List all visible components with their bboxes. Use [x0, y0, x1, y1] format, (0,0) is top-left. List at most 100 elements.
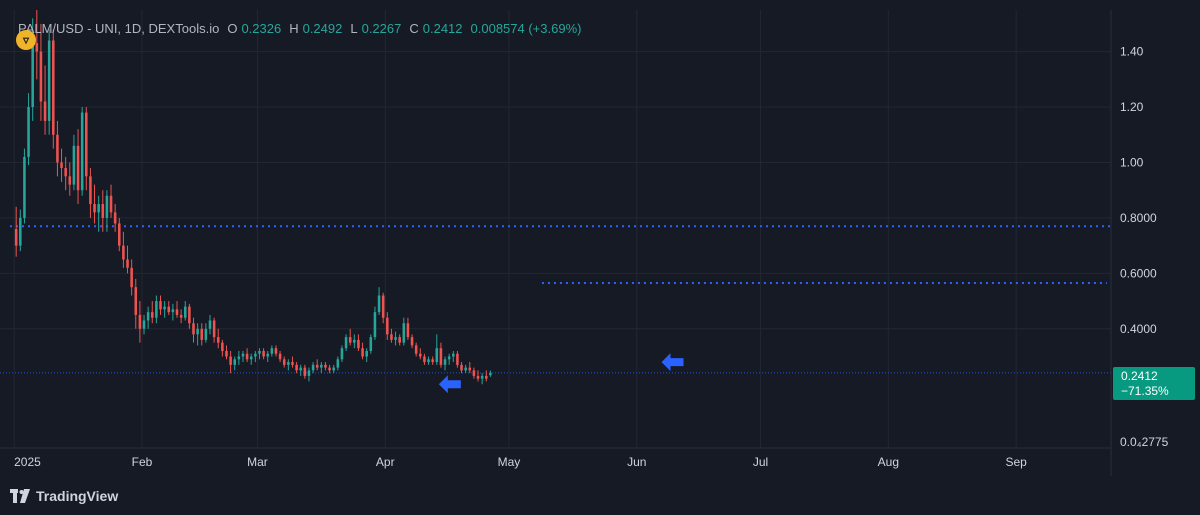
close-label: C: [409, 20, 419, 36]
candle-body: [419, 353, 422, 357]
candle-body: [315, 364, 319, 368]
candle-body: [324, 364, 327, 368]
candle-body: [303, 367, 307, 376]
candle-body: [233, 359, 237, 365]
candle-body: [68, 176, 72, 185]
candle-body: [196, 328, 199, 335]
candle-body: [130, 267, 133, 288]
candle-body: [270, 348, 274, 354]
candle-body: [468, 367, 472, 371]
candle-body: [460, 364, 463, 371]
candle-body: [344, 337, 348, 349]
candle-body: [439, 348, 443, 365]
candle-body: [134, 287, 138, 315]
candle-body: [390, 334, 393, 340]
tradingview-brand[interactable]: TradingView: [10, 486, 118, 506]
candle-body: [274, 348, 278, 354]
candle-body: [464, 367, 467, 371]
candle-body: [216, 337, 220, 343]
candle-body: [266, 353, 270, 357]
candle-body: [414, 345, 418, 354]
tradingview-logo-icon: [10, 489, 30, 503]
price-axis-label: 1.20: [1120, 100, 1144, 114]
time-axis-label: Feb: [132, 455, 153, 469]
candle-body: [39, 51, 43, 102]
last-price-change: −71.35%: [1121, 383, 1169, 398]
candle-body: [56, 134, 59, 163]
candle-body: [208, 320, 212, 329]
last-price-badge: 0.2412 −71.35%: [1113, 367, 1195, 400]
candle-body: [85, 112, 88, 177]
change-value: 0.008574 (+3.69%): [470, 20, 582, 36]
candle-body: [476, 375, 480, 379]
time-axis-label: 2025: [14, 455, 41, 469]
candlestick-series[interactable]: [14, 10, 492, 385]
candle-body: [394, 337, 397, 340]
time-axis-label: Mar: [247, 455, 268, 469]
candle-body: [287, 362, 290, 365]
price-axis-label: 1.00: [1120, 155, 1144, 169]
candle-body: [204, 328, 208, 340]
candle-body: [402, 323, 406, 343]
candle-body: [377, 295, 381, 313]
candle-body: [221, 342, 224, 351]
candle-body: [188, 306, 191, 324]
candle-body: [336, 359, 340, 368]
candle-body: [373, 312, 377, 338]
candle-body: [361, 348, 364, 357]
candle-body: [80, 112, 84, 191]
palm-token-icon[interactable]: ▿: [16, 30, 36, 50]
low-label: L: [350, 20, 358, 36]
price-axis-label: 0.8000: [1120, 211, 1157, 225]
candle-body: [43, 101, 47, 121]
candle-body: [431, 359, 434, 363]
footer-bar: [0, 476, 1200, 515]
horizontal-levels[interactable]: [10, 225, 1111, 285]
candle-body: [262, 350, 265, 357]
candle-body: [456, 353, 459, 365]
candle-body: [282, 359, 286, 365]
candle-body: [311, 364, 315, 371]
candle-body: [93, 204, 96, 213]
candle-body: [60, 162, 63, 169]
symbol-title[interactable]: PALM/USD - UNI, 1D, DEXTools.io: [18, 20, 220, 36]
time-axis-label: Jun: [627, 455, 646, 469]
candle-body: [423, 356, 426, 363]
candle-body: [89, 176, 92, 205]
high-label: H: [289, 20, 299, 36]
price-axis-label: 0.6000: [1120, 266, 1157, 280]
candle-body: [489, 372, 492, 376]
time-axis-label: Apr: [376, 455, 395, 469]
candle-body: [200, 328, 204, 340]
candle-body: [117, 223, 121, 246]
grid-lines: [0, 10, 1111, 448]
candle-body: [192, 323, 195, 335]
last-price-value: 0.2412: [1121, 368, 1158, 383]
candle-body: [14, 229, 18, 246]
time-axis[interactable]: 2025 Feb Mar Apr May Jun Jul Aug Sep: [14, 455, 1027, 469]
candle-body: [254, 353, 257, 357]
open-value: 0.2326: [241, 20, 282, 36]
candle-body: [76, 145, 80, 191]
arrow-annotations[interactable]: [438, 353, 684, 394]
candle-body: [472, 370, 476, 376]
candle-body: [35, 43, 39, 52]
candle-body: [171, 309, 175, 313]
candle-body: [109, 195, 113, 213]
candle-body: [357, 339, 360, 349]
candle-body: [353, 339, 356, 343]
candle-body: [447, 356, 451, 360]
time-axis-label: Jul: [753, 455, 768, 469]
price-axis[interactable]: 1.40 1.20 1.00 0.8000 0.6000 0.4000: [1120, 45, 1157, 336]
candle-body: [406, 323, 410, 338]
price-axis-min-label: 0.0₄2775: [1120, 435, 1169, 449]
candle-body: [97, 204, 100, 213]
candle-body: [249, 356, 253, 360]
candle-body: [369, 337, 373, 351]
candle-body: [295, 364, 298, 371]
price-axis-label: 0.4000: [1120, 322, 1157, 336]
candle-body: [241, 353, 245, 357]
candle-body: [150, 312, 154, 318]
